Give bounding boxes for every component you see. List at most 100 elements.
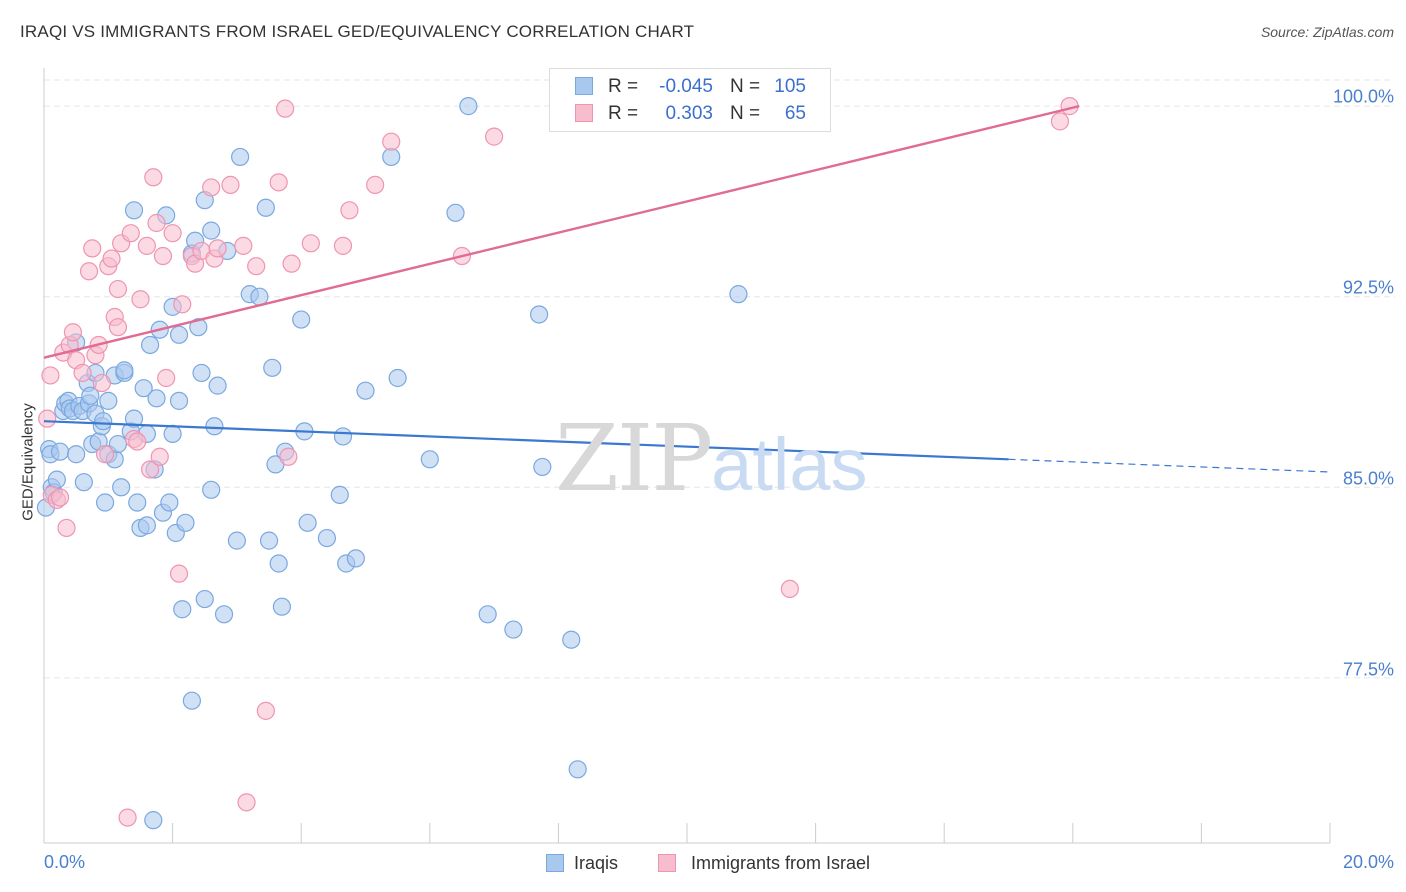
watermark-zip: ZIP bbox=[555, 405, 713, 512]
r-value: 0.303 bbox=[665, 103, 713, 124]
iraqis-point bbox=[459, 97, 478, 116]
y-tick-label: 85.0% bbox=[1342, 468, 1394, 489]
israel-point bbox=[79, 262, 99, 281]
iraqis-point bbox=[269, 554, 288, 573]
israel-point bbox=[163, 224, 182, 243]
iraqis-point bbox=[202, 480, 221, 499]
israel-point bbox=[118, 808, 137, 827]
iraqis-point bbox=[231, 147, 250, 167]
israel-point bbox=[269, 173, 288, 192]
israel-point bbox=[57, 518, 76, 538]
iraqis-point bbox=[147, 389, 166, 408]
iraqis-point bbox=[137, 516, 156, 535]
y-tick-label: 77.5% bbox=[1342, 659, 1394, 680]
iraqis-point bbox=[163, 424, 182, 444]
israel-point bbox=[173, 295, 192, 314]
israel-point bbox=[121, 224, 140, 243]
israel-point bbox=[157, 368, 176, 388]
iraqis-point bbox=[108, 434, 128, 454]
israel-point bbox=[128, 432, 147, 451]
r-value: -0.045 bbox=[659, 76, 713, 97]
iraqis-point bbox=[533, 457, 552, 477]
iraqis-trend-line bbox=[43, 420, 1009, 461]
israel-point bbox=[247, 257, 266, 276]
iraqis-point bbox=[202, 221, 221, 240]
iraqis-point bbox=[214, 605, 234, 624]
israel-point bbox=[279, 447, 298, 466]
iraqis-point bbox=[356, 381, 375, 400]
watermark: ZIPatlas bbox=[555, 405, 867, 512]
iraqis-point bbox=[144, 811, 163, 830]
israel-point bbox=[237, 793, 256, 812]
israel-legend-swatch bbox=[658, 854, 676, 872]
israel-point bbox=[234, 236, 253, 255]
iraqis-point bbox=[256, 198, 275, 217]
israel-point bbox=[208, 239, 227, 258]
israel-point bbox=[150, 447, 169, 466]
iraqis-point bbox=[140, 335, 160, 355]
iraqis-point bbox=[388, 368, 407, 388]
israel-point bbox=[144, 168, 163, 187]
iraqis-point bbox=[195, 589, 214, 609]
israel-point bbox=[92, 373, 111, 393]
iraqis-point bbox=[169, 325, 189, 344]
iraqis-point bbox=[346, 549, 365, 568]
israel-point bbox=[169, 564, 189, 583]
iraqis-point bbox=[94, 412, 113, 431]
legend-label: Iraqis bbox=[574, 853, 619, 873]
iraqis-point bbox=[227, 531, 246, 550]
iraqis-point bbox=[205, 417, 224, 436]
israel-swatch bbox=[575, 104, 593, 122]
israel-point bbox=[50, 488, 70, 507]
iraqis-trend-line-extension bbox=[1008, 458, 1331, 473]
iraqis-point bbox=[530, 305, 549, 324]
israel-point bbox=[301, 234, 320, 253]
iraqis-legend-swatch bbox=[546, 854, 564, 872]
israel-point bbox=[38, 409, 57, 428]
israel-point bbox=[485, 127, 504, 146]
iraqis-point bbox=[298, 513, 317, 532]
stats-box: R = -0.045 N = 105 R = 0.303 N = 65 bbox=[549, 68, 831, 132]
n-value: 65 bbox=[784, 103, 806, 124]
watermark-atlas: atlas bbox=[711, 423, 868, 506]
chart-title: IRAQI VS IMMIGRANTS FROM ISRAEL GED/EQUI… bbox=[20, 22, 695, 41]
israel-point bbox=[153, 246, 173, 266]
iraqis-point bbox=[81, 386, 100, 405]
iraqis-point bbox=[160, 493, 179, 512]
y-tick-label: 100.0% bbox=[1332, 86, 1394, 107]
iraqis-point bbox=[173, 600, 192, 619]
iraqis-point bbox=[729, 285, 748, 304]
stats-row-israel: R = 0.303 N = 65 bbox=[550, 101, 830, 127]
stats-row-iraqis: R = -0.045 N = 105 bbox=[550, 74, 830, 100]
iraqis-point bbox=[169, 391, 189, 410]
israel-point bbox=[333, 236, 353, 255]
iraqis-point bbox=[382, 147, 401, 167]
iraqis-point bbox=[420, 450, 439, 469]
iraqis-point bbox=[208, 376, 227, 395]
n-value: 105 bbox=[774, 76, 806, 97]
iraqis-point bbox=[333, 427, 353, 446]
iraqis-point bbox=[259, 531, 279, 550]
iraqis-point bbox=[189, 318, 208, 337]
iraqis-point bbox=[176, 513, 195, 532]
iraqis-point bbox=[330, 485, 349, 504]
israel-point bbox=[256, 701, 275, 720]
iraqis-point bbox=[263, 358, 282, 377]
israel-point bbox=[340, 201, 359, 220]
x-tick-label-min: 0.0% bbox=[44, 852, 86, 872]
y-tick-label: 92.5% bbox=[1342, 277, 1394, 298]
iraqis-point bbox=[74, 473, 93, 492]
israel-point bbox=[63, 323, 83, 342]
israel-point bbox=[366, 175, 385, 194]
n-label: N = bbox=[730, 103, 761, 124]
israel-point bbox=[102, 249, 121, 268]
israel-point bbox=[202, 178, 221, 197]
iraqis-point bbox=[50, 442, 70, 461]
israel-point bbox=[131, 290, 150, 309]
iraqis-point bbox=[112, 478, 131, 497]
iraqis-point bbox=[272, 597, 292, 616]
iraqis-point bbox=[99, 391, 118, 410]
iraqis-point bbox=[182, 691, 201, 710]
legend-label: Immigrants from Israel bbox=[691, 853, 871, 873]
iraqis-point bbox=[478, 605, 497, 624]
